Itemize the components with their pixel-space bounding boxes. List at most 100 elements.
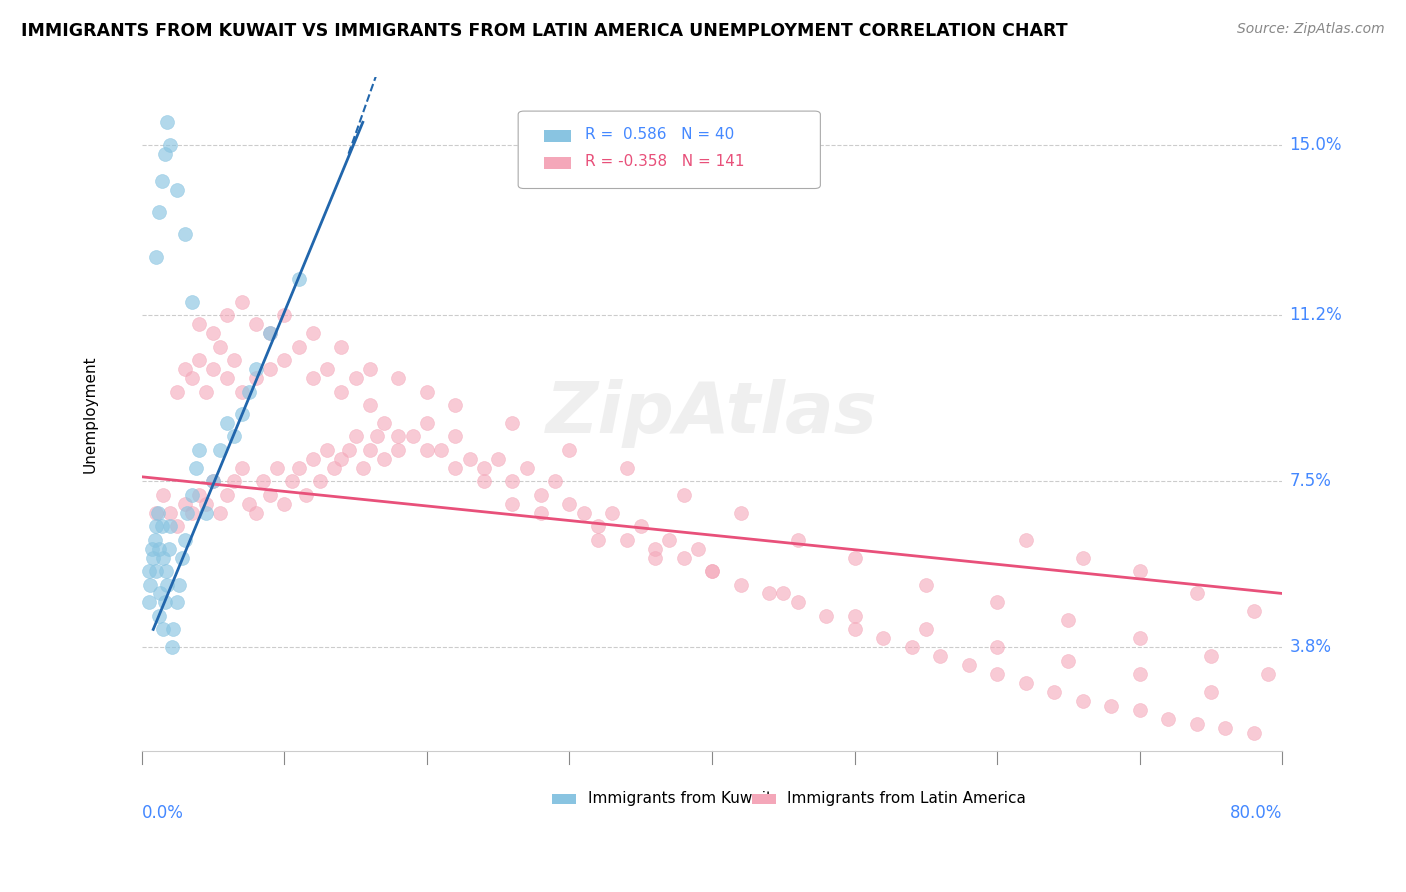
Point [900, 640, 922, 655]
Point [302, 371, 325, 385]
Point [152, 623, 174, 637]
Point [173, 227, 195, 242]
Point [231, 460, 253, 475]
Point [138, 595, 160, 609]
Point [316, 362, 339, 376]
Point [224, 429, 246, 443]
Point [287, 460, 309, 475]
Point [658, 533, 681, 547]
Point [187, 488, 209, 502]
Point [786, 595, 808, 609]
Point [273, 497, 295, 511]
Point [337, 442, 360, 457]
Point [209, 340, 232, 354]
Point [544, 475, 567, 489]
Point [986, 667, 1008, 681]
Text: 7.5%: 7.5% [1289, 472, 1331, 491]
Point [1213, 721, 1236, 735]
Point [501, 497, 523, 511]
Point [373, 416, 395, 430]
Point [209, 442, 232, 457]
Point [472, 460, 495, 475]
Point [330, 384, 353, 399]
Point [929, 649, 952, 664]
Text: 0.0%: 0.0% [142, 805, 184, 822]
Point [1243, 604, 1265, 618]
Point [202, 475, 225, 489]
Point [844, 623, 866, 637]
Point [444, 460, 467, 475]
Point [166, 519, 188, 533]
Point [516, 460, 538, 475]
Text: R = -0.358   N = 141: R = -0.358 N = 141 [585, 154, 744, 169]
Point [273, 353, 295, 368]
Point [444, 398, 467, 412]
Point [187, 317, 209, 331]
Point [387, 442, 409, 457]
Point [150, 174, 173, 188]
Point [287, 340, 309, 354]
Point [152, 550, 174, 565]
Point [287, 272, 309, 286]
Point [159, 137, 181, 152]
Point [1157, 712, 1180, 726]
Point [730, 577, 752, 591]
Point [159, 519, 181, 533]
Point [202, 326, 225, 341]
Point [217, 308, 239, 322]
Point [187, 353, 209, 368]
Point [145, 519, 167, 533]
Point [616, 533, 638, 547]
Point [1057, 614, 1080, 628]
Point [586, 533, 609, 547]
Point [1199, 685, 1222, 699]
Point [915, 623, 938, 637]
Point [224, 353, 246, 368]
Point [572, 506, 595, 520]
Point [644, 541, 666, 556]
Point [202, 475, 225, 489]
Point [259, 488, 281, 502]
Point [558, 497, 581, 511]
Point [330, 451, 353, 466]
Point [202, 362, 225, 376]
Point [758, 586, 780, 600]
Point [195, 506, 218, 520]
Point [1129, 632, 1152, 646]
Point [1129, 667, 1152, 681]
Point [872, 632, 894, 646]
Point [231, 294, 253, 309]
Point [259, 326, 281, 341]
Point [195, 497, 218, 511]
Point [184, 460, 207, 475]
Point [245, 317, 267, 331]
Text: 11.2%: 11.2% [1289, 306, 1343, 325]
Point [157, 541, 180, 556]
Point [915, 577, 938, 591]
Point [359, 442, 381, 457]
Point [416, 442, 439, 457]
FancyBboxPatch shape [544, 157, 571, 169]
Point [458, 451, 481, 466]
Point [162, 623, 184, 637]
Point [986, 595, 1008, 609]
Text: ZipAtlas: ZipAtlas [546, 379, 877, 449]
Point [373, 451, 395, 466]
Point [187, 442, 209, 457]
Point [686, 541, 709, 556]
Point [153, 595, 176, 609]
Point [530, 488, 553, 502]
Point [280, 475, 302, 489]
Point [155, 564, 177, 578]
Point [160, 640, 183, 655]
Point [148, 205, 170, 219]
Point [148, 541, 170, 556]
Point [323, 460, 346, 475]
Point [700, 564, 723, 578]
Point [156, 577, 179, 591]
Point [173, 497, 195, 511]
Point [259, 362, 281, 376]
Text: 3.8%: 3.8% [1289, 639, 1331, 657]
Point [180, 488, 202, 502]
Point [150, 519, 173, 533]
